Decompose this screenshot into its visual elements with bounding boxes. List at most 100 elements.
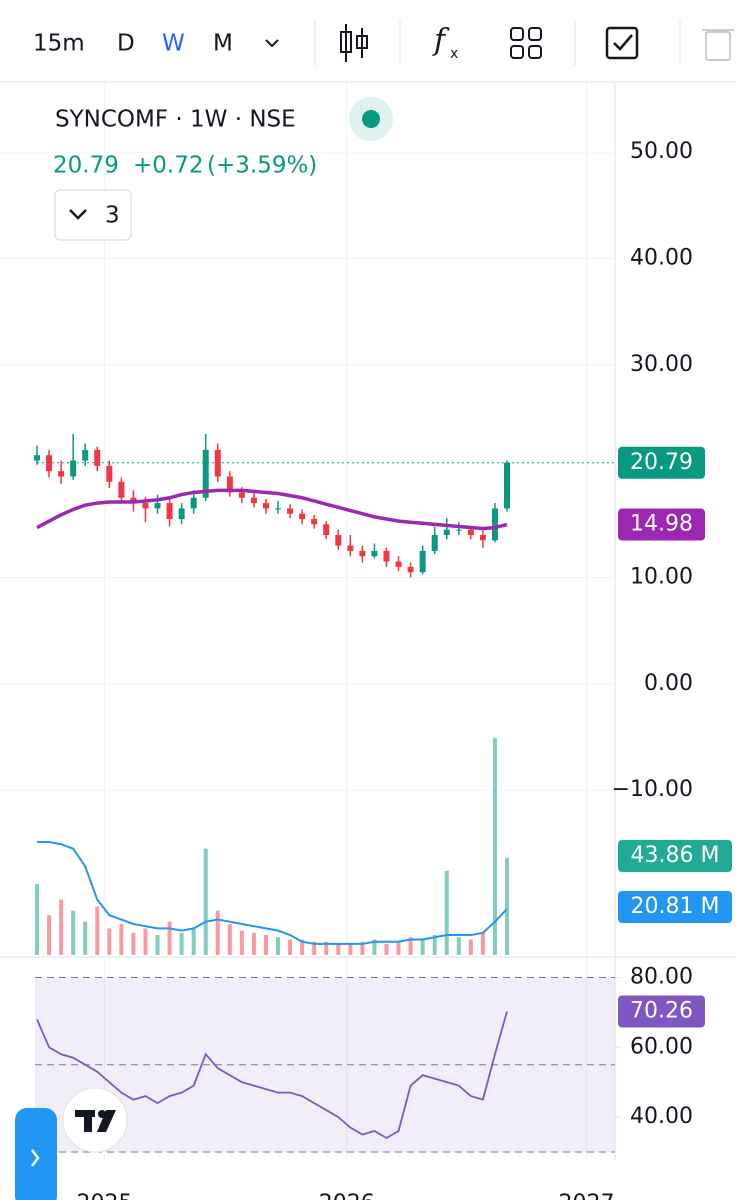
rsi-label: 70.26 — [630, 998, 693, 1023]
candle-body — [287, 508, 294, 514]
volume-bar — [131, 932, 136, 955]
volume-bar — [167, 921, 172, 955]
svg-text:f: f — [432, 23, 450, 58]
candle-body — [214, 449, 221, 477]
market-status-dot — [362, 110, 380, 128]
candle-body — [419, 550, 426, 573]
x-tick-label: 2026 — [319, 1191, 375, 1200]
volume-bar — [360, 941, 365, 955]
moving-average — [36, 488, 508, 531]
volume-bar — [143, 928, 148, 955]
candle-body — [58, 471, 65, 477]
volume-bar — [119, 923, 124, 955]
volume-bar — [288, 939, 293, 955]
interval-button[interactable]: 15m — [33, 31, 85, 57]
volume-ma — [37, 840, 508, 945]
volume-bar — [432, 935, 437, 955]
volume-bar — [276, 937, 281, 955]
volume-bar — [336, 943, 341, 955]
symbol: SYNCOMF · 1W · NSE — [55, 107, 296, 133]
candle-body — [142, 503, 149, 509]
volume-bar — [420, 939, 425, 955]
volume-bar — [239, 930, 244, 955]
svg-text:x: x — [450, 46, 458, 62]
volume-bar — [468, 939, 473, 955]
candle-body — [154, 503, 161, 509]
layouts-button[interactable] — [510, 27, 542, 59]
candle-body — [299, 513, 306, 520]
more-intervals[interactable] — [265, 39, 279, 48]
volume-bar — [83, 921, 88, 955]
candle-body — [226, 476, 233, 493]
candle-body — [467, 529, 474, 535]
volume-bar — [191, 928, 196, 955]
ma-label-bg — [618, 508, 705, 541]
volume-bar — [47, 915, 52, 955]
volume-bar — [215, 910, 220, 955]
change: +0.72 — [133, 153, 203, 179]
candle-body — [94, 449, 101, 466]
chart-type-button[interactable] — [340, 24, 368, 62]
candle-body — [504, 462, 510, 509]
volume-bar — [324, 941, 329, 955]
candle-body — [491, 508, 498, 541]
candle-body — [166, 503, 173, 520]
candle-body — [323, 524, 330, 535]
volume-bar — [227, 923, 232, 955]
select-button[interactable] — [605, 26, 639, 60]
rsi-line — [36, 1011, 508, 1140]
candle-body — [275, 508, 282, 510]
volume-bar — [300, 939, 305, 955]
volume-bar — [263, 935, 268, 955]
candle-body — [431, 534, 438, 551]
candle-body — [118, 481, 125, 498]
last-price: 20.79 — [53, 153, 119, 179]
volume-bar — [107, 928, 112, 955]
volume-bar — [203, 848, 208, 955]
volume-bar — [480, 932, 485, 955]
logo — [75, 1110, 116, 1132]
y-tick-label: 0.00 — [644, 671, 693, 696]
volume-bar — [71, 910, 76, 955]
volume-bar — [492, 737, 497, 955]
logo-button[interactable] — [62, 1087, 128, 1153]
indicator-count: 3 — [105, 203, 120, 229]
candle-body — [359, 550, 366, 557]
candle-body — [479, 534, 486, 541]
candle-body — [371, 550, 378, 557]
ma-label: 14.98 — [630, 512, 693, 537]
volume-bar — [384, 943, 389, 955]
candle-body — [190, 497, 197, 509]
interval-button[interactable]: W — [162, 31, 185, 57]
volume-label-bg — [618, 840, 732, 872]
indicators-toggle[interactable] — [54, 189, 132, 241]
volume-bar — [155, 935, 160, 955]
interval-button[interactable]: D — [117, 31, 135, 57]
change-percent: (+3.59%) — [207, 153, 317, 179]
candle-body — [347, 545, 354, 551]
candle-body — [238, 492, 245, 498]
candle-body — [250, 497, 257, 504]
interval-button[interactable]: M — [213, 31, 233, 57]
volume-bar — [312, 941, 317, 955]
chevron — [69, 209, 87, 220]
rsi-tick-label: 80.00 — [630, 964, 693, 989]
volume-bar — [348, 943, 353, 955]
rsi-tick-label: 60.00 — [630, 1034, 693, 1059]
side-panel-arrow — [31, 1149, 40, 1167]
x-tick-label: 2027 — [559, 1191, 615, 1200]
y-tick-label: 40.00 — [630, 246, 693, 271]
indicators-button[interactable]: f x — [432, 23, 458, 62]
delete-button[interactable] — [702, 29, 734, 61]
volume-bar — [396, 941, 401, 955]
candle-body — [443, 529, 450, 535]
volume-bar — [456, 937, 461, 955]
y-tick-label: 10.00 — [630, 565, 693, 590]
volume-ma-label: 20.81 M — [631, 894, 720, 919]
y-tick-label: 30.00 — [630, 352, 693, 377]
volume-bar — [444, 870, 449, 955]
y-tick-label: 50.00 — [630, 139, 693, 164]
candle-body — [82, 449, 89, 461]
